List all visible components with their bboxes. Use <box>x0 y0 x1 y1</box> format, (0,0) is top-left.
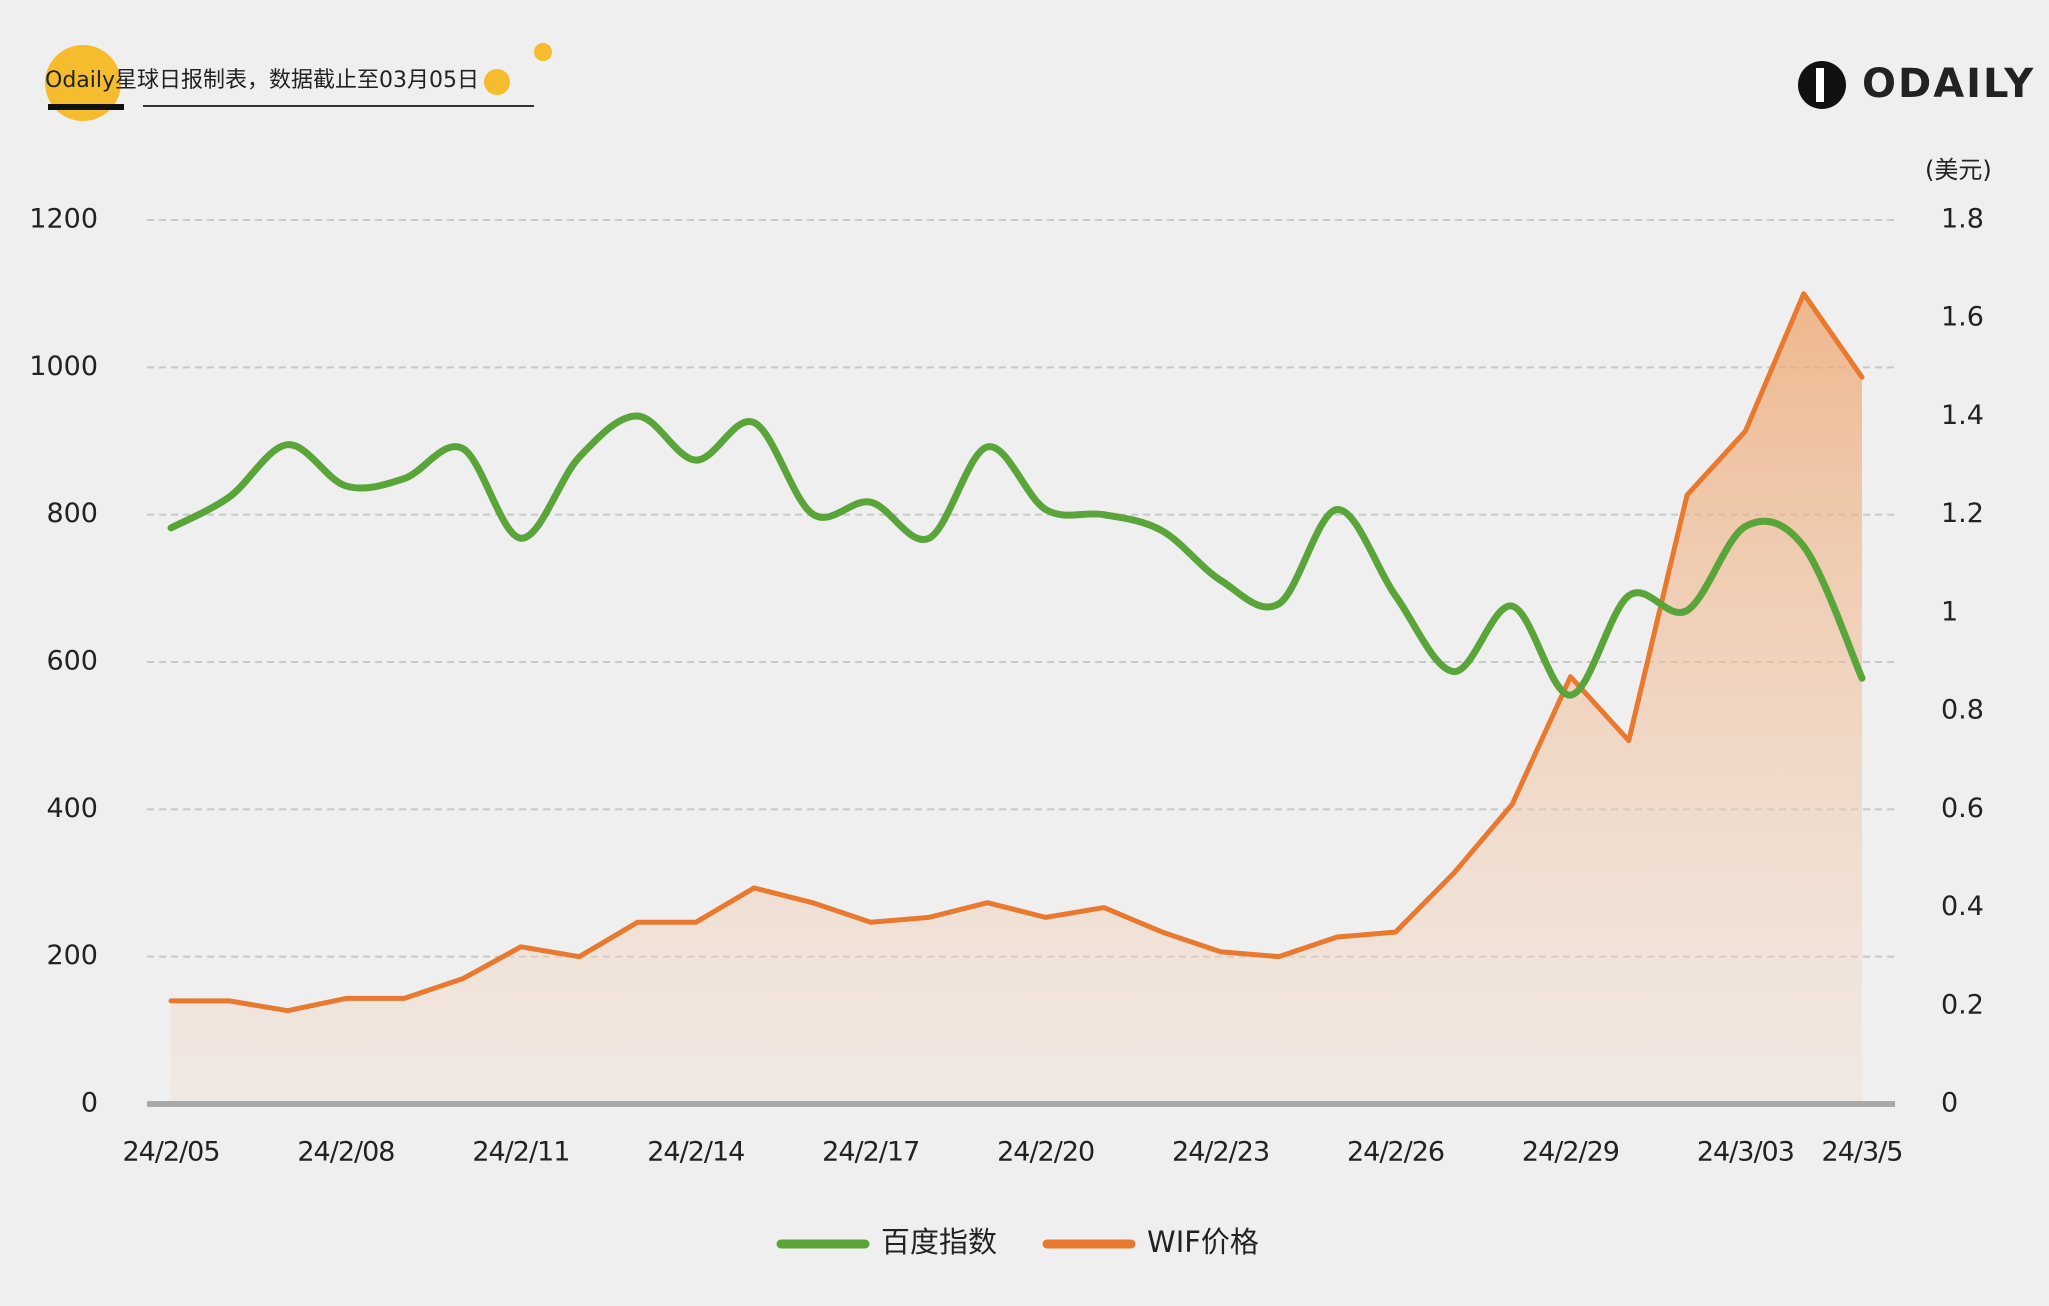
y-tick-label: 0 <box>81 1088 98 1119</box>
title-dot <box>484 69 510 95</box>
x-tick-label: 24/2/26 <box>1347 1137 1444 1168</box>
y2-tick-label: 0.8 <box>1941 695 1984 726</box>
title-dot <box>534 43 552 61</box>
x-tick-label: 24/3/03 <box>1697 1137 1794 1168</box>
x-tick-label: 24/2/11 <box>472 1137 569 1168</box>
y2-tick-label: 1.8 <box>1941 204 1984 235</box>
x-tick-label: 24/2/14 <box>647 1137 744 1168</box>
y-tick-label: 400 <box>46 793 98 824</box>
x-tick-label: 24/2/17 <box>822 1137 919 1168</box>
x-tick-label: 24/2/05 <box>122 1137 219 1168</box>
brand: ODAILY <box>1862 61 2035 107</box>
y2-tick-label: 1.4 <box>1941 400 1984 431</box>
y-tick-label: 1000 <box>29 351 98 382</box>
y2-tick-label: 1 <box>1941 596 1958 627</box>
area <box>171 293 1862 1105</box>
line <box>167 412 1866 699</box>
y-tick-label: 800 <box>46 498 98 529</box>
y2-tick-label: 0.6 <box>1941 793 1984 824</box>
x-tick-label: 24/2/29 <box>1522 1137 1619 1168</box>
x-tick-label: 24/2/20 <box>997 1137 1094 1168</box>
y-tick-label: 1200 <box>29 204 98 235</box>
chart-title: Odaily星球日报制表，数据截止至03月05日 <box>45 68 479 93</box>
brand-logo-mark <box>1816 68 1824 102</box>
x-tick-label: 24/2/08 <box>297 1137 394 1168</box>
y2-tick-label: 0.2 <box>1941 989 1984 1020</box>
legend-label: 百度指数 <box>881 1225 997 1259</box>
legend-label: WIF价格 <box>1147 1225 1259 1259</box>
y2-tick-label: 1.2 <box>1941 498 1984 529</box>
x-tick-label: 24/3/5 <box>1822 1137 1903 1168</box>
y2-tick-label: 1.6 <box>1941 302 1984 333</box>
title-underline <box>48 104 124 110</box>
x-tick-label: 24/2/23 <box>1172 1137 1269 1168</box>
y-tick-label: 600 <box>46 646 98 677</box>
title-badge <box>45 45 121 121</box>
y2-tick-label: 0 <box>1941 1088 1958 1119</box>
y2-tick-label: 0.4 <box>1941 891 1984 922</box>
y2-axis-label: (美元) <box>1925 156 1992 184</box>
y-tick-label: 200 <box>46 940 98 971</box>
